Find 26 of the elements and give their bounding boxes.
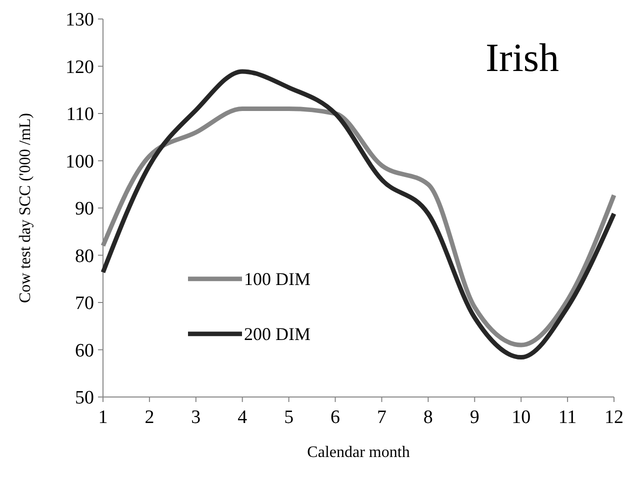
x-tick-label: 2 [144, 407, 154, 428]
x-tick-label: 10 [512, 407, 531, 428]
y-tick-label: 130 [66, 10, 94, 31]
x-tick-label: 6 [330, 407, 340, 428]
x-tick-label: 11 [558, 407, 577, 428]
legend-label: 100 DIM [244, 269, 310, 290]
chart-title: Irish [486, 35, 559, 80]
x-axis-title: Calendar month [307, 444, 410, 461]
y-tick-label: 80 [75, 246, 94, 267]
y-tick-label: 60 [75, 340, 94, 362]
y-tick-label: 120 [66, 56, 94, 78]
x-tick-label: 12 [604, 407, 624, 428]
legend-label: 200 DIM [244, 324, 310, 344]
x-tick-label: 8 [423, 407, 433, 428]
y-tick-label: 70 [75, 293, 94, 314]
y-axis-title: Cow test day SCC ('000 /mL) [17, 113, 34, 303]
x-tick-label: 9 [470, 407, 480, 428]
x-tick-label: 1 [98, 407, 108, 428]
x-tick-label: 4 [238, 407, 248, 428]
y-tick-label: 90 [75, 198, 94, 220]
y-tick-label: 50 [75, 388, 94, 409]
y-tick-label: 100 [66, 151, 94, 172]
x-tick-label: 5 [284, 407, 294, 428]
x-tick-label: 7 [376, 407, 386, 428]
x-tick-label: 3 [191, 407, 201, 428]
y-tick-label: 110 [66, 104, 94, 126]
